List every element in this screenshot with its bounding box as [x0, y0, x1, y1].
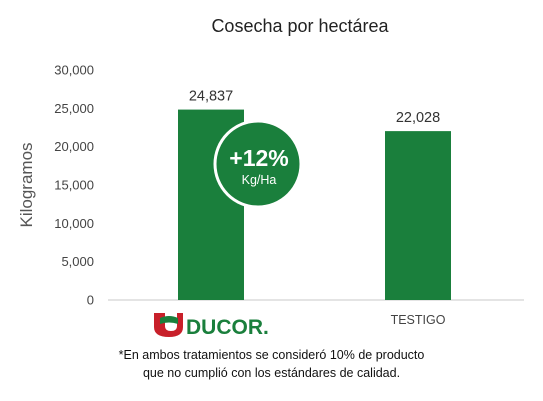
footnote-line-2: que no cumplió con los estándares de cal…: [142, 366, 401, 380]
y-tick-label: 30,000: [54, 63, 94, 78]
y-axis-label: Kilogramos: [17, 142, 36, 227]
y-tick-label: 15,000: [54, 178, 94, 193]
ducor-logo: [154, 313, 183, 337]
increase-badge: [213, 119, 303, 209]
y-tick-label: 25,000: [54, 101, 94, 116]
data-label-1: 24,837: [189, 89, 233, 105]
increase-percent: +12%: [229, 145, 288, 171]
y-tick-label: 0: [87, 293, 94, 308]
chart-title: Cosecha por hectárea: [211, 16, 389, 36]
footnote-line-1: *En ambos tratamientos se consideró 10% …: [118, 348, 425, 362]
bar-2: [385, 131, 451, 300]
x-category-label-2: TESTIGO: [391, 313, 446, 327]
y-tick-label: 10,000: [54, 216, 94, 231]
y-tick-label: 20,000: [54, 139, 94, 154]
data-label-2: 22,028: [396, 110, 440, 126]
footnote: *En ambos tratamientos se consideró 10% …: [0, 346, 543, 382]
x-category-label-1: DUCOR.: [186, 316, 269, 339]
increase-unit: Kg/Ha: [242, 173, 277, 187]
logo-leaf-icon: [160, 316, 178, 324]
y-tick-label: 5,000: [61, 254, 94, 269]
